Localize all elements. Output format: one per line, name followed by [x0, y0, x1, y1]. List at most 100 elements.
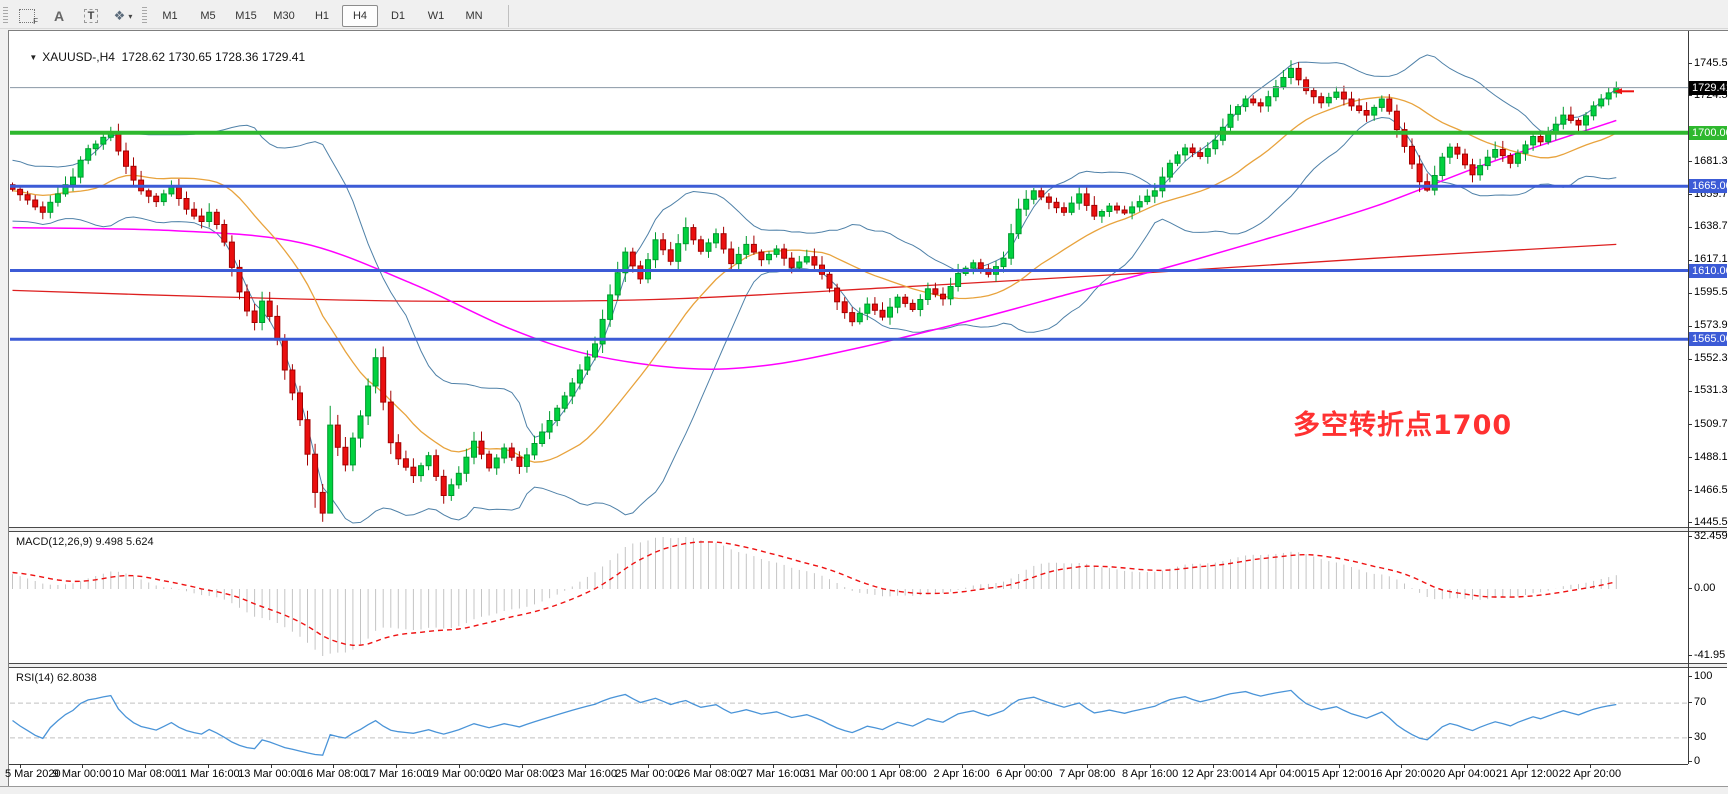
- time-axis-label: 27 Mar 16:00: [740, 768, 806, 780]
- time-axis-label: 22 Apr 20:00: [1558, 768, 1622, 780]
- time-axis-label: 8 Apr 16:00: [1121, 768, 1179, 780]
- rsi-tick-mark: [1688, 737, 1692, 738]
- level-price-box[interactable]: 1565.00: [1689, 332, 1728, 347]
- price-tick-mark: [1688, 259, 1692, 261]
- timeframe-button-m30[interactable]: M30: [273, 10, 295, 22]
- time-tick-mark: [1527, 764, 1529, 768]
- grid-icon: F: [19, 9, 38, 26]
- rsi-tick-label: 30: [1694, 731, 1707, 743]
- time-tick-mark: [521, 764, 523, 768]
- shapes-icon: ❖: [113, 8, 126, 23]
- price-tick-mark: [1688, 292, 1692, 294]
- price-tick-mark: [1688, 424, 1692, 425]
- time-tick-mark: [1464, 764, 1466, 768]
- timeframe-button-m5[interactable]: M5: [200, 10, 216, 22]
- level-price-box[interactable]: 1700.00: [1689, 125, 1728, 140]
- ma-red-line: [12, 243, 1617, 303]
- grid-f-label: F: [33, 17, 38, 26]
- panel-divider-macd[interactable]: [9, 527, 1727, 532]
- time-tick-mark: [20, 764, 21, 768]
- time-tick-mark: [396, 764, 398, 768]
- price-tick-label: 1488.10: [1694, 450, 1728, 463]
- time-tick-mark: [961, 764, 963, 768]
- price-tick-mark: [1688, 226, 1692, 228]
- timeframe-button-w1[interactable]: W1: [427, 10, 445, 22]
- time-tick-mark: [1338, 764, 1340, 768]
- rsi-tick-mark: [1688, 761, 1692, 762]
- timeframe-button-h1[interactable]: H1: [314, 10, 330, 22]
- grid-tool-button[interactable]: F: [13, 5, 41, 27]
- text-tool-button[interactable]: A: [45, 5, 73, 27]
- price-tick-label: 1552.30: [1694, 352, 1728, 365]
- time-tick-mark: [82, 764, 83, 768]
- time-axis-label: 6 Apr 00:00: [996, 768, 1053, 780]
- toolbar-separator: [508, 5, 509, 27]
- price-tick-mark: [1688, 95, 1692, 97]
- time-tick-mark: [1087, 764, 1089, 768]
- price-tick-mark: [1688, 325, 1692, 327]
- current-price-box: 1729.41: [1689, 80, 1728, 95]
- price-tick-label: 1445.50: [1694, 515, 1728, 528]
- rsi-panel-canvas[interactable]: [10, 667, 1688, 764]
- price-tick-mark: [1688, 390, 1692, 392]
- window-bottom-edge: [0, 786, 1728, 794]
- timeframe-button-m1[interactable]: M1: [162, 10, 178, 22]
- time-axis-label: 10 Mar 08:00: [112, 768, 178, 780]
- rsi-tick-mark: [1688, 676, 1692, 677]
- shapes-tool-button[interactable]: ❖ ▾: [109, 5, 137, 27]
- macd-tick-mark: [1688, 536, 1692, 537]
- macd-tick-label: 32.459: [1694, 530, 1728, 542]
- level-price-box[interactable]: 1610.00: [1689, 263, 1728, 278]
- main-chart-canvas[interactable]: [10, 31, 1688, 527]
- time-axis-label: 7 Apr 08:00: [1059, 768, 1116, 780]
- time-axis-label: 20 Mar 08:00: [489, 768, 555, 780]
- level-price-box[interactable]: 1665.00: [1689, 179, 1728, 194]
- chart-ohlc-values: 1728.62 1730.65 1728.36 1729.41: [121, 50, 306, 64]
- time-axis-label: 5 Mar 2020: [5, 768, 61, 780]
- annotation-text: 多空转折点1700: [1293, 410, 1513, 441]
- time-axis-label: 16 Mar 08:00: [300, 768, 366, 780]
- macd-panel-canvas[interactable]: [10, 531, 1688, 663]
- time-tick-mark: [1024, 764, 1026, 768]
- clipped-upper-toolbar: [0, 0, 1728, 4]
- timeframe-button-mn[interactable]: MN: [465, 10, 483, 22]
- chart-symbol: XAUUSD-,H4: [42, 50, 115, 64]
- timeframe-button-m15[interactable]: M15: [235, 10, 257, 22]
- time-axis-label: 17 Mar 16:00: [363, 768, 429, 780]
- price-tick-label: 1638.70: [1694, 220, 1728, 232]
- timeframe-toolbar: M1 M5 M15 M30 H1 H4 D1 W1 MN: [152, 5, 492, 27]
- time-tick-mark: [584, 764, 586, 768]
- time-axis-label: 19 Mar 00:00: [426, 768, 492, 780]
- toolbar-drag-handle[interactable]: [3, 7, 8, 25]
- time-tick-mark: [710, 764, 712, 768]
- time-tick-mark: [333, 764, 335, 768]
- price-tick-mark: [1688, 490, 1692, 492]
- price-axis-border: [1688, 31, 1689, 764]
- symbol-dropdown-caret[interactable]: ▼: [29, 53, 38, 62]
- price-tick-mark: [1688, 358, 1692, 360]
- time-tick-mark: [1401, 764, 1403, 768]
- text-tool-icon: A: [53, 8, 65, 24]
- price-tick-label: 1573.90: [1694, 319, 1728, 332]
- chevron-down-icon[interactable]: ▾: [128, 11, 133, 21]
- time-axis-label: 14 Apr 04:00: [1244, 768, 1307, 780]
- toolbar: F A T ❖ ▾ M1 M5 M15 M30 H1 H4 D1 W1 MN: [0, 4, 1728, 29]
- time-tick-mark: [1589, 764, 1591, 768]
- timeframes-drag-handle[interactable]: [142, 7, 147, 25]
- time-tick-mark: [270, 764, 272, 768]
- time-axis-border: [9, 764, 1688, 765]
- time-axis-label: 13 Mar 00:00: [238, 768, 303, 780]
- chart-window: [8, 30, 1728, 788]
- time-tick-mark: [1212, 764, 1214, 768]
- price-tick-mark: [1688, 457, 1692, 459]
- rsi-tick-mark: [1688, 702, 1692, 703]
- text-label-tool-button[interactable]: T: [77, 5, 105, 27]
- timeframe-button-d1[interactable]: D1: [390, 10, 406, 22]
- time-tick-mark: [1275, 764, 1277, 768]
- macd-histogram: [12, 537, 1617, 656]
- price-tick-mark: [1688, 194, 1692, 196]
- panel-divider-rsi[interactable]: [9, 663, 1727, 668]
- timeframe-button-h4[interactable]: H4: [342, 5, 378, 27]
- price-tick-label: 1531.30: [1694, 384, 1728, 397]
